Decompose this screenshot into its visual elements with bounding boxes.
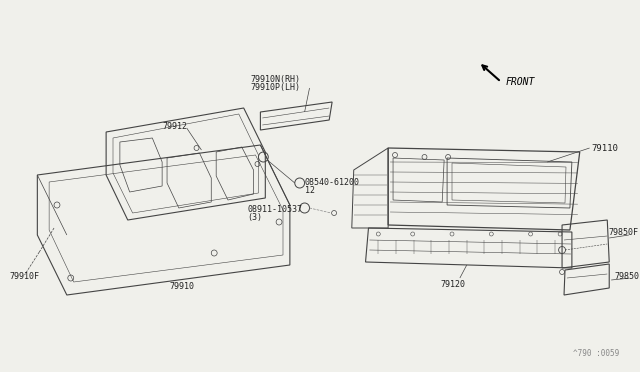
Text: 79912: 79912: [163, 122, 188, 131]
Text: 79110: 79110: [591, 144, 618, 153]
Text: 12: 12: [305, 186, 315, 195]
Text: 08911-10537: 08911-10537: [248, 205, 303, 214]
Text: 79910F: 79910F: [10, 272, 40, 281]
Text: 79120: 79120: [440, 280, 465, 289]
Text: 08540-61200: 08540-61200: [305, 178, 360, 187]
Text: 79850: 79850: [614, 272, 639, 281]
Text: ^790 :0059: ^790 :0059: [573, 349, 619, 358]
Text: (3): (3): [248, 213, 262, 222]
Text: 79910: 79910: [170, 282, 195, 291]
Text: 79910P(LH): 79910P(LH): [251, 83, 301, 92]
Text: 79910N(RH): 79910N(RH): [251, 75, 301, 84]
Text: FRONT: FRONT: [506, 77, 536, 87]
Text: 79850F: 79850F: [609, 228, 639, 237]
